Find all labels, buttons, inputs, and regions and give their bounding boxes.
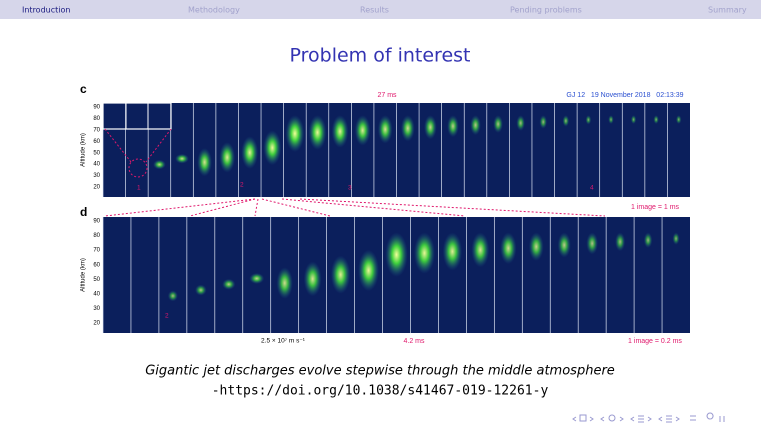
y-tick-label: 90 [93, 105, 100, 111]
discharge [309, 115, 327, 150]
y-tick-label: 80 [93, 233, 100, 239]
discharge [153, 160, 166, 170]
y-tick-label: 20 [93, 321, 100, 327]
discharge [586, 232, 598, 254]
info-label: GJ 12 19 November 2018 02:13:39 [566, 92, 683, 99]
discharge [631, 115, 636, 124]
y-tick-label: 20 [93, 185, 100, 191]
discharge [304, 261, 322, 296]
discharge [471, 232, 489, 267]
caption-link: -https://doi.org/10.1038/s41467-019-1226… [212, 384, 549, 399]
discharge [219, 142, 235, 173]
frame-marker: 4 [590, 185, 594, 192]
nav-item: Summary [708, 6, 747, 15]
discharge [249, 273, 264, 284]
discharge [401, 115, 415, 141]
discharge [558, 232, 571, 257]
scale-label: 1 image = 0.2 ms [628, 338, 682, 345]
y-tick-label: 70 [93, 127, 100, 133]
slide-title: Problem of interest [290, 45, 471, 67]
discharge [447, 115, 459, 137]
discharge [500, 232, 516, 264]
image-panel: 90 80 70 60 50 40 30 20 Altitude (km) [81, 103, 690, 197]
discharge [673, 232, 680, 244]
y-tick-label: 50 [93, 277, 100, 283]
y-tick-label: 30 [93, 306, 100, 312]
discharge [615, 232, 625, 251]
nav-symbols [573, 413, 724, 422]
image-panel: 90 80 70 60 50 40 30 20 Altitude (km) [81, 217, 690, 333]
discharge [443, 232, 462, 270]
discharge [168, 290, 178, 301]
zoom-connector [255, 199, 258, 216]
discharge [385, 232, 408, 277]
discharge [470, 115, 481, 135]
nav-item: Methodology [188, 6, 240, 15]
y-tick-label: 40 [93, 162, 100, 168]
panel-letter: c [80, 82, 87, 96]
zoom-connector [282, 199, 465, 216]
axis-label: Altitude (km) [81, 258, 87, 292]
frame-marker: 2 [240, 182, 244, 189]
speed-label: 2.5 × 10⁷ m s⁻¹ [261, 338, 306, 345]
discharge [331, 256, 350, 294]
y-tick-label: 30 [93, 173, 100, 179]
discharge [586, 115, 592, 124]
discharge [241, 136, 258, 169]
nav-item: Pending problems [510, 6, 582, 15]
y-tick-label: 70 [93, 248, 100, 254]
discharge [358, 250, 379, 291]
zoom-connector [190, 199, 255, 216]
discharge [563, 115, 570, 127]
nav-item: Introduction [22, 6, 70, 15]
discharge [332, 115, 349, 148]
discharge [378, 115, 393, 143]
discharge [222, 279, 235, 290]
discharge [424, 115, 437, 139]
y-tick-label: 40 [93, 291, 100, 297]
discharge [277, 267, 293, 299]
y-tick-label: 60 [93, 139, 100, 145]
zoom-connector [105, 199, 255, 216]
discharge [608, 115, 613, 124]
zoom-connector [262, 199, 330, 216]
discharge [414, 232, 435, 273]
panel-letter: d [80, 205, 87, 219]
y-tick-label: 60 [93, 262, 100, 268]
discharge [676, 115, 681, 124]
discharge [493, 115, 503, 133]
frame-marker: 3 [348, 185, 352, 192]
y-tick-label: 80 [93, 116, 100, 122]
axis-label: Altitude (km) [81, 133, 87, 167]
discharge [263, 130, 281, 165]
frame-marker: 1 [137, 185, 141, 192]
slide: Introduction Methodology Results Pending pr… [0, 0, 761, 425]
discharge [286, 115, 305, 152]
discharge [529, 232, 544, 260]
nav-item: Results [360, 6, 389, 15]
caption: Gigantic jet discharges evolve stepwise … [145, 364, 615, 379]
discharge [175, 154, 189, 164]
discharge [195, 285, 207, 296]
discharge [516, 115, 525, 131]
discharge [653, 115, 658, 124]
discharge [355, 115, 371, 146]
discharge [197, 148, 212, 176]
scale-label: 1 image = 1 ms [631, 204, 680, 211]
discharge [644, 232, 653, 248]
discharge [539, 115, 547, 129]
zoom-connector [300, 199, 605, 216]
frame-marker: 2 [165, 313, 169, 320]
y-tick-label: 50 [93, 150, 100, 156]
time-label: 27 ms [377, 92, 397, 99]
y-tick-label: 90 [93, 219, 100, 225]
time-label: 4.2 ms [403, 338, 425, 345]
